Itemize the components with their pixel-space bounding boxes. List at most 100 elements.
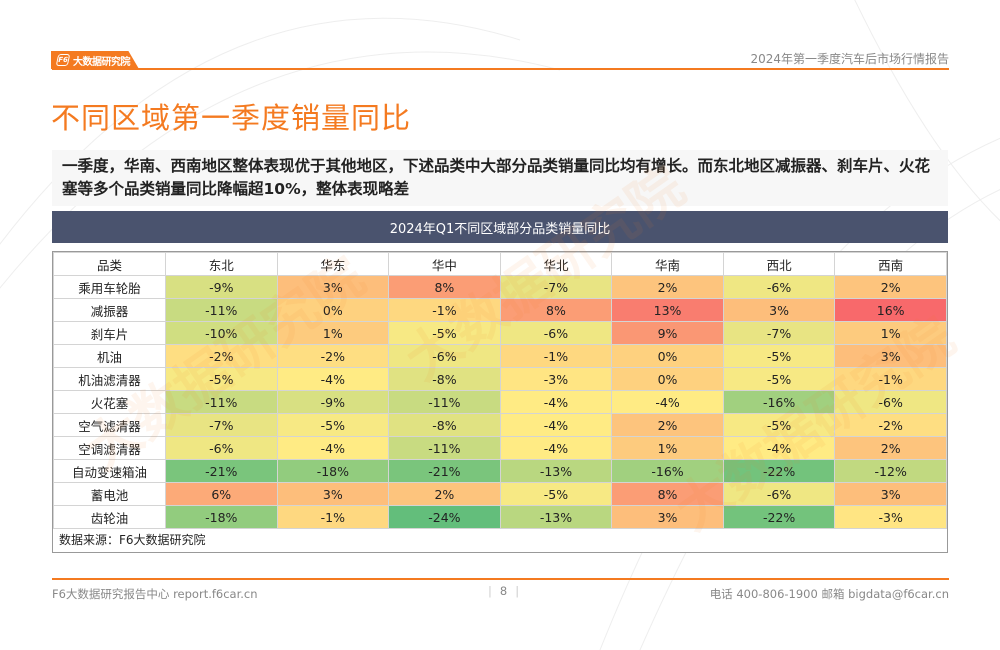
heatmap-cell: -4% [276,436,390,460]
heatmap-table-container: 品类 东北 华东 华中 华北 华南 西北 西南 乘用车轮胎 -9% 3% 8% -7% 2% -6% 2% 减… [52,251,948,553]
row-label: 空气滤清器 [53,413,166,437]
heatmap-cell: -16% [722,390,836,414]
heatmap-cell: 0% [611,367,724,391]
heatmap-cell: -22% [722,459,836,483]
heatmap-cell: 2% [834,275,947,299]
table-row: 机油滤清器 -5% -4% -8% -3% 0% -5% -1% [53,367,947,391]
heatmap-cell: -5% [722,367,836,391]
table-row: 自动变速箱油 -21% -18% -21% -13% -16% -22% -12% [53,459,947,483]
heatmap-cell: -5% [722,344,836,368]
heatmap-cell: 3% [611,505,724,529]
footer-divider [52,578,949,580]
f6-logo-icon: F6 [55,54,71,66]
heatmap-cell: -1% [834,367,947,391]
heatmap-cell: 1% [834,321,947,345]
heatmap-cell: -2% [276,344,390,368]
brand-name: 大数据研究院 [73,56,131,68]
header-row: 品类 东北 华东 华中 华北 华南 西北 西南 [53,252,947,276]
heatmap-cell: -4% [499,436,613,460]
heatmap-cell: 2% [611,413,724,437]
heatmap-cell: 3% [722,298,836,322]
heatmap-cell: -5% [276,413,390,437]
row-label: 火花塞 [53,390,166,414]
summary-text: 一季度，华南、西南地区整体表现优于其他地区，下述品类中大部分品类销量同比均有增长… [62,157,931,198]
heatmap-cell: -11% [165,298,278,322]
heatmap-cell: -11% [165,390,278,414]
heatmap-cell: -24% [388,505,501,529]
heatmap-cell: -5% [165,367,278,391]
heatmap-cell: 9% [611,321,724,345]
heatmap-cell: -5% [499,482,613,506]
page-title: 不同区域第一季度销量同比 [51,101,412,135]
page-number: 8 [499,584,508,598]
table-row: 空气滤清器 -7% -5% -8% -4% 2% -5% -2% [53,413,947,437]
table-row: 刹车片 -10% 1% -5% -6% 9% -7% 1% [53,321,947,345]
column-header: 西南 [834,252,947,276]
heatmap-cell: -4% [499,413,613,437]
table-title-banner: 2024年Q1不同区域部分品类销量同比 [52,211,948,243]
column-header: 西北 [722,252,836,276]
heatmap-cell: -10% [165,321,278,345]
heatmap-cell: 1% [276,321,390,345]
source-note: 数据来源：F6大数据研究院 [59,533,206,547]
heatmap-cell: -9% [165,275,278,299]
row-label: 乘用车轮胎 [53,275,166,299]
heatmap-cell: 3% [834,344,947,368]
column-header: 华东 [276,252,390,276]
table-row: 机油 -2% -2% -6% -1% 0% -5% 3% [53,344,947,368]
row-label: 刹车片 [53,321,166,345]
heatmap-cell: -2% [165,344,278,368]
heatmap-cell: 8% [499,298,613,322]
heatmap-cell: -21% [165,459,278,483]
heatmap-cell: -13% [499,459,613,483]
heatmap-table: 品类 东北 华东 华中 华北 华南 西北 西南 乘用车轮胎 -9% 3% 8% -7% 2% -6% 2% 减… [53,252,947,529]
heatmap-cell: 16% [834,298,947,322]
header-divider [52,68,949,70]
heatmap-cell: 3% [834,482,947,506]
table-title: 2024年Q1不同区域部分品类销量同比 [389,221,611,237]
row-label: 自动变速箱油 [53,459,166,483]
heatmap-cell: -11% [388,436,501,460]
heatmap-cell: -16% [611,459,724,483]
heatmap-cell: -7% [165,413,278,437]
heatmap-cell: -8% [388,413,501,437]
heatmap-cell: 8% [611,482,724,506]
row-label: 齿轮油 [53,505,166,529]
heatmap-cell: -4% [611,390,724,414]
heatmap-cell: -6% [499,321,613,345]
column-header: 华北 [499,252,613,276]
summary-box: 一季度，华南、西南地区整体表现优于其他地区，下述品类中大部分品类销量同比均有增长… [52,150,948,206]
heatmap-cell: -3% [834,505,947,529]
heatmap-cell: -4% [276,367,390,391]
footer-website: F6大数据研究报告中心 report.f6car.cn [52,587,258,601]
heatmap-cell: -21% [388,459,501,483]
heatmap-cell: -13% [499,505,613,529]
heatmap-cell: -2% [834,413,947,437]
brand-logo: F6 大数据研究院 [51,51,139,69]
heatmap-cell: -6% [722,275,836,299]
row-label: 空调滤清器 [53,436,166,460]
heatmap-cell: -22% [722,505,836,529]
table-row: 火花塞 -11% -9% -11% -4% -4% -16% -6% [53,390,947,414]
heatmap-cell: -4% [499,390,613,414]
heatmap-cell: 2% [388,482,501,506]
heatmap-cell: 13% [611,298,724,322]
heatmap-cell: 8% [388,275,501,299]
table-row: 齿轮油 -18% -1% -24% -13% 3% -22% -3% [53,505,947,529]
table-row: 蓄电池 6% 3% 2% -5% 8% -6% 3% [53,482,947,506]
heatmap-cell: 0% [611,344,724,368]
row-label: 机油滤清器 [53,367,166,391]
heatmap-cell: -9% [276,390,390,414]
heatmap-cell: 3% [276,482,390,506]
heatmap-cell: -18% [276,459,390,483]
heatmap-cell: -18% [165,505,278,529]
heatmap-cell: -6% [722,482,836,506]
heatmap-cell: 6% [165,482,278,506]
table-row: 空调滤清器 -6% -4% -11% -4% 1% -4% 2% [53,436,947,460]
heatmap-cell: -7% [722,321,836,345]
heatmap-cell: -5% [388,321,501,345]
heatmap-cell: -6% [388,344,501,368]
heatmap-cell: 3% [276,275,390,299]
table-row: 减振器 -11% 0% -1% 8% 13% 3% 16% [53,298,947,322]
page-number-block: | 8 | [488,584,520,598]
